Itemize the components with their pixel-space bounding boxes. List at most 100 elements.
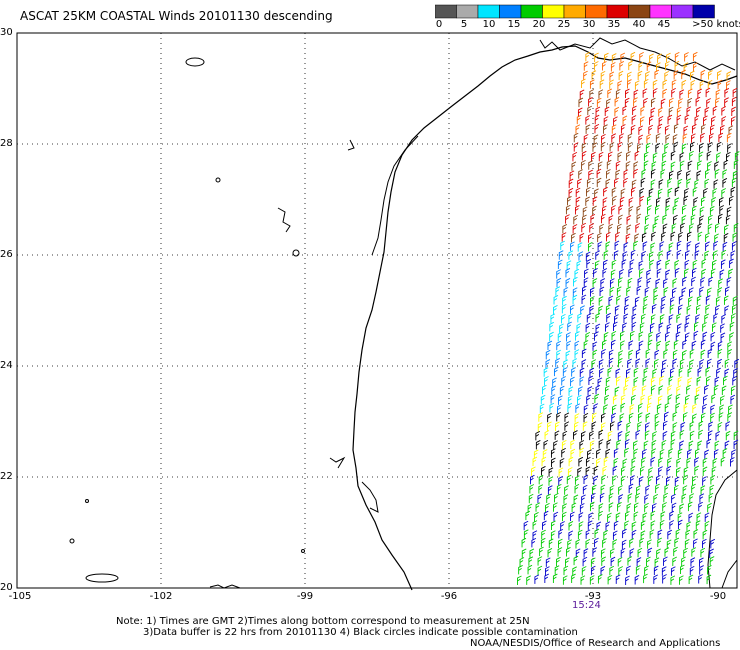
wind-barb [665, 134, 671, 144]
wind-barb [589, 501, 595, 512]
wind-barb [603, 456, 609, 467]
wind-barb [561, 314, 566, 324]
wind-barb [676, 106, 682, 117]
wind-barb [723, 295, 729, 305]
wind-barb [695, 242, 700, 252]
wind-barb [697, 440, 703, 450]
wind-barb [643, 367, 649, 377]
wind-barb [575, 124, 581, 134]
wind-barb [613, 116, 618, 126]
wind-barb [620, 394, 626, 405]
wind-barb [643, 295, 649, 306]
wind-barb [581, 431, 586, 441]
wind-barb [567, 539, 572, 549]
wind-barb [690, 79, 696, 90]
wind-barb [658, 115, 664, 126]
wind-barb [577, 529, 583, 540]
wind-barb [683, 412, 688, 422]
wind-barb [667, 385, 673, 395]
wind-barb [726, 80, 731, 90]
wind-barb [638, 61, 644, 72]
wind-barb [595, 250, 600, 260]
wind-barb [631, 313, 637, 324]
wind-barb [689, 150, 694, 161]
barrier-island [371, 135, 419, 256]
island [85, 499, 89, 503]
wind-barb [580, 305, 585, 315]
wind-barb [710, 404, 716, 414]
wind-barb [696, 295, 702, 305]
wind-barb [636, 557, 642, 567]
wind-barb [730, 385, 736, 396]
wind-barb [718, 412, 724, 422]
wind-barb [608, 223, 614, 234]
wind-barb [556, 269, 561, 279]
wind-barb [676, 114, 682, 125]
wind-barb [581, 359, 587, 369]
wind-barb [702, 476, 707, 486]
wind-barb [586, 394, 591, 405]
wind-barb [578, 251, 584, 261]
wind-barb [695, 96, 701, 107]
wind-barb [595, 323, 601, 333]
wind-barb [665, 269, 671, 279]
wind-barb [649, 115, 654, 125]
wind-barb [599, 492, 605, 503]
wind-barb [671, 493, 676, 504]
longitude-label: -105 [8, 591, 32, 602]
wind-barb [684, 259, 690, 270]
wind-barb [725, 421, 731, 431]
wind-barb [729, 321, 735, 332]
wind-barb [671, 79, 677, 89]
wind-barb [532, 530, 538, 540]
wind-barb [711, 197, 716, 207]
wind-barb [706, 375, 711, 386]
wind-barb [704, 520, 710, 531]
wind-barb [683, 195, 689, 206]
wind-barb [629, 538, 634, 548]
wind-barb [600, 278, 606, 288]
wind-barb [620, 188, 626, 198]
wind-barb [663, 349, 669, 359]
wind-barb [556, 349, 561, 360]
longitude-label: -90 [709, 591, 727, 602]
wind-barb [687, 160, 693, 170]
wind-barb [597, 241, 603, 251]
wind-barb [666, 323, 672, 333]
wind-barb [655, 474, 661, 485]
wind-barb [685, 250, 690, 260]
wind-barb [565, 557, 570, 567]
wind-barb [662, 359, 667, 369]
wind-barb [699, 206, 705, 216]
wind-barb [550, 313, 556, 323]
wind-barb [561, 376, 566, 386]
wind-barb [609, 71, 615, 81]
wind-barb [701, 258, 707, 269]
wind-barb [631, 457, 637, 467]
wind-barb [720, 395, 725, 405]
wind-barb [571, 573, 576, 584]
wind-barb [617, 151, 623, 162]
wind-barb [529, 548, 535, 558]
wind-barb [610, 421, 615, 431]
wind-barb [622, 528, 627, 539]
wind-barb [593, 61, 599, 71]
wind-barb [723, 375, 728, 386]
wind-barb [544, 573, 550, 584]
wind-barb [610, 269, 616, 279]
wind-barb [636, 485, 641, 495]
wind-barb [633, 440, 638, 450]
wind-barb [645, 412, 651, 423]
wind-barb [673, 214, 678, 225]
wind-barb [733, 439, 739, 450]
wind-barb [581, 222, 586, 233]
wind-barb [650, 107, 656, 117]
wind-barb [672, 134, 678, 144]
wind-barb [576, 114, 582, 125]
wind-barb [551, 385, 556, 395]
wind-barb [720, 456, 726, 467]
wind-barb [619, 133, 624, 143]
wind-barb [594, 114, 600, 125]
wind-barb [725, 286, 730, 296]
wind-barb [664, 411, 669, 422]
